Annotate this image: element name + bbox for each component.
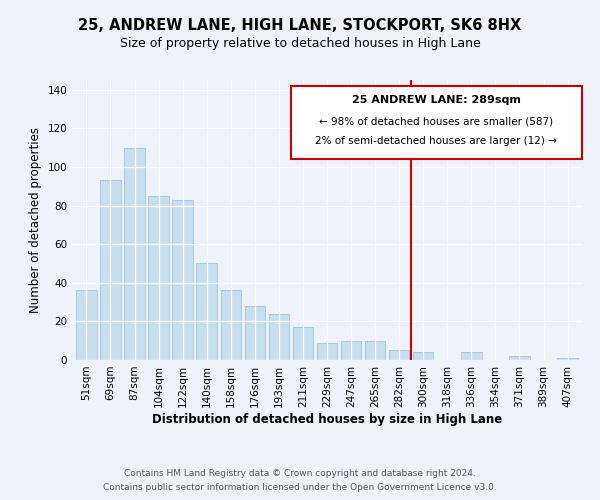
Text: Size of property relative to detached houses in High Lane: Size of property relative to detached ho… [119,38,481,51]
Bar [317,342,337,360]
Bar [341,340,361,360]
FancyBboxPatch shape [291,86,581,159]
Text: 2% of semi-detached houses are larger (12) →: 2% of semi-detached houses are larger (1… [315,136,557,146]
Text: 25, ANDREW LANE, HIGH LANE, STOCKPORT, SK6 8HX: 25, ANDREW LANE, HIGH LANE, STOCKPORT, S… [79,18,521,32]
Text: Contains HM Land Registry data © Crown copyright and database right 2024.: Contains HM Land Registry data © Crown c… [124,468,476,477]
Bar [509,356,530,360]
Bar [461,352,482,360]
Y-axis label: Number of detached properties: Number of detached properties [29,127,42,313]
Bar [172,200,193,360]
Bar [245,306,265,360]
Bar [100,180,121,360]
X-axis label: Distribution of detached houses by size in High Lane: Distribution of detached houses by size … [152,412,502,426]
Bar [196,264,217,360]
Bar [389,350,409,360]
Bar [365,340,385,360]
Bar [221,290,241,360]
Bar [269,314,289,360]
Bar [557,358,578,360]
Text: Contains public sector information licensed under the Open Government Licence v3: Contains public sector information licen… [103,484,497,492]
Bar [76,290,97,360]
Bar [413,352,433,360]
Bar [148,196,169,360]
Bar [124,148,145,360]
Bar [293,327,313,360]
Text: 25 ANDREW LANE: 289sqm: 25 ANDREW LANE: 289sqm [352,96,521,106]
Text: ← 98% of detached houses are smaller (587): ← 98% of detached houses are smaller (58… [319,116,553,126]
